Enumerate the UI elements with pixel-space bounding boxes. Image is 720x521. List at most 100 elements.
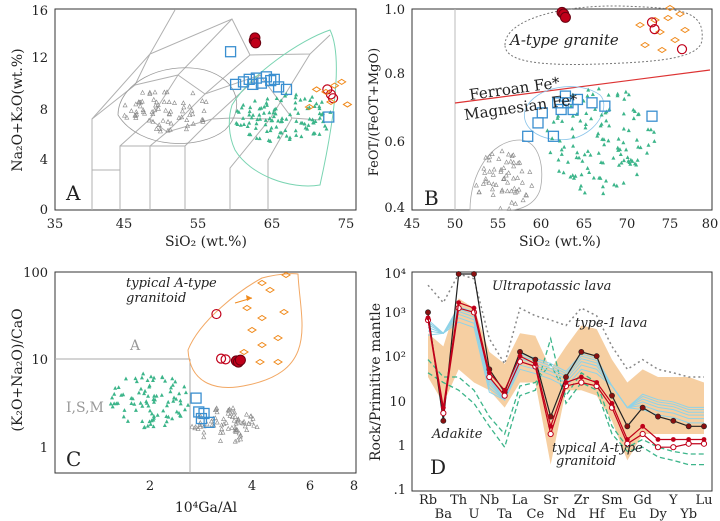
background-point bbox=[238, 432, 244, 438]
background-point bbox=[108, 401, 113, 406]
background-point bbox=[238, 122, 243, 127]
background-point bbox=[482, 169, 488, 175]
background-point bbox=[138, 400, 143, 405]
panel-c-typical-label: typical A-type bbox=[126, 276, 217, 291]
background-point bbox=[516, 186, 522, 192]
background-point bbox=[189, 423, 195, 429]
data-point bbox=[646, 110, 658, 122]
background-point bbox=[151, 96, 157, 102]
background-point bbox=[225, 425, 231, 431]
background-point bbox=[148, 422, 153, 426]
background-point bbox=[648, 127, 653, 132]
background-point bbox=[294, 133, 299, 137]
panel-a-green-field bbox=[228, 29, 337, 187]
panel-b-points bbox=[473, 4, 690, 211]
background-point bbox=[235, 437, 241, 443]
panel-d-typical-label: typical A-type bbox=[552, 441, 643, 456]
background-point bbox=[574, 155, 579, 160]
background-point bbox=[220, 429, 226, 435]
background-point bbox=[604, 118, 609, 123]
background-point bbox=[556, 157, 561, 162]
background-point bbox=[186, 402, 191, 407]
category-label: Y bbox=[668, 493, 678, 508]
background-point bbox=[187, 103, 193, 109]
background-point bbox=[486, 180, 492, 185]
panel-a-points bbox=[122, 32, 353, 143]
data-point bbox=[471, 271, 477, 277]
background-point bbox=[162, 423, 167, 428]
background-point bbox=[110, 404, 115, 409]
background-point bbox=[264, 103, 269, 107]
background-point bbox=[621, 140, 626, 145]
background-point bbox=[189, 107, 195, 113]
panel-b-xticks: 45 50 55 60 65 70 75 80 bbox=[404, 217, 719, 232]
data-point bbox=[624, 437, 630, 442]
data-point bbox=[304, 103, 315, 111]
panel-b-atype-label: A-type granite bbox=[508, 31, 619, 49]
background-point bbox=[652, 139, 657, 143]
background-point bbox=[296, 111, 301, 115]
data-point bbox=[281, 271, 291, 279]
background-point bbox=[242, 423, 248, 429]
background-point bbox=[293, 128, 298, 133]
panel-d-label: D bbox=[430, 455, 446, 479]
data-point bbox=[239, 348, 249, 356]
data-point bbox=[594, 380, 600, 385]
panel-b-xtick: 80 bbox=[702, 217, 719, 232]
panel-c-ytick: 1 bbox=[40, 441, 48, 456]
data-point bbox=[536, 107, 548, 119]
background-point bbox=[229, 424, 235, 430]
background-point bbox=[173, 379, 178, 384]
background-point bbox=[621, 180, 626, 185]
background-point bbox=[268, 128, 273, 133]
background-point bbox=[520, 197, 526, 203]
background-point bbox=[183, 390, 188, 395]
background-point bbox=[313, 119, 318, 124]
background-point bbox=[152, 375, 157, 380]
background-point bbox=[168, 385, 173, 390]
panel-d-yticks: .1 1 10 10² 10³ 10⁴ bbox=[384, 267, 406, 498]
background-point bbox=[599, 160, 604, 165]
background-point bbox=[582, 190, 587, 195]
background-point bbox=[493, 182, 499, 187]
background-point bbox=[190, 121, 196, 126]
background-point bbox=[139, 375, 144, 380]
background-point bbox=[161, 408, 166, 413]
background-point bbox=[235, 108, 240, 113]
background-point bbox=[157, 126, 163, 132]
background-point bbox=[317, 106, 322, 111]
background-point bbox=[560, 119, 565, 123]
background-point bbox=[146, 403, 151, 408]
category-label: Dy bbox=[649, 507, 667, 521]
background-point bbox=[125, 419, 130, 423]
data-point bbox=[578, 374, 584, 380]
background-point bbox=[607, 123, 612, 128]
background-point bbox=[506, 170, 512, 175]
background-point bbox=[153, 126, 159, 131]
background-point bbox=[294, 92, 299, 97]
panel-d-ultra-label: Ultrapotassic lava bbox=[492, 279, 611, 294]
background-point bbox=[176, 115, 182, 120]
data-point bbox=[547, 430, 554, 438]
background-point bbox=[307, 116, 312, 121]
background-point bbox=[519, 168, 525, 174]
background-point bbox=[506, 206, 512, 211]
background-point bbox=[141, 109, 147, 114]
background-point bbox=[274, 124, 279, 129]
background-point bbox=[578, 118, 583, 123]
background-point bbox=[626, 128, 631, 133]
data-point bbox=[639, 404, 646, 411]
background-point bbox=[284, 116, 289, 121]
background-point bbox=[177, 391, 182, 396]
background-point bbox=[112, 401, 117, 406]
background-point bbox=[134, 379, 139, 384]
background-point bbox=[317, 132, 322, 136]
background-point bbox=[555, 116, 560, 120]
data-point bbox=[440, 405, 446, 411]
category-label: Nd bbox=[556, 507, 576, 521]
background-point bbox=[160, 117, 166, 123]
panel-d-ytick: 10⁴ bbox=[384, 267, 406, 282]
background-point bbox=[511, 185, 517, 191]
data-point bbox=[532, 361, 538, 367]
